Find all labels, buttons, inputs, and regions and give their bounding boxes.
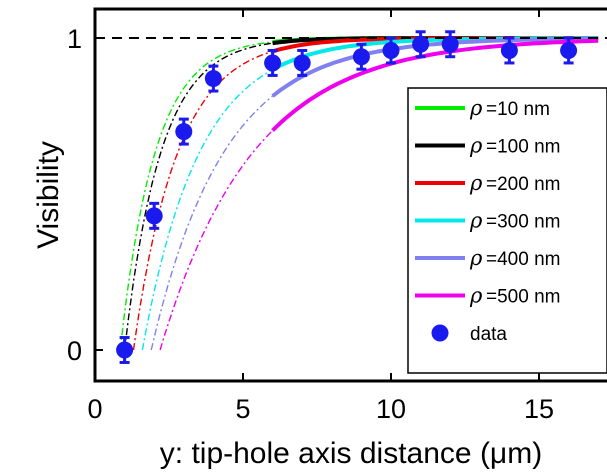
series-dashed-line-3 bbox=[141, 69, 273, 351]
legend-rho-symbol: ρ bbox=[469, 209, 483, 233]
legend-label: =200 nm bbox=[486, 174, 560, 195]
data-point-7 bbox=[382, 36, 400, 65]
y-tick-label: 0 bbox=[67, 336, 82, 366]
legend-label: =400 nm bbox=[486, 249, 560, 270]
y-axis-label: Visibility bbox=[32, 141, 65, 249]
series-dashed-line-5 bbox=[159, 130, 274, 351]
x-axis-label: y: tip-hole axis distance (μm) bbox=[160, 437, 542, 470]
legend-label: =100 nm bbox=[486, 137, 560, 158]
data-point-10 bbox=[500, 36, 518, 65]
x-tick-label: 0 bbox=[87, 394, 102, 424]
data-point-1 bbox=[145, 201, 163, 230]
legend-entry-5: ρ =500 nm bbox=[415, 284, 560, 308]
legend: ρ =10 nmρ =100 nmρ =200 nmρ =300 nmρ =400 nmρ… bbox=[407, 87, 607, 374]
series-dashed-line-2 bbox=[132, 50, 273, 351]
legend-rho-symbol: ρ bbox=[469, 246, 483, 270]
series-dashed-line-0 bbox=[119, 41, 273, 351]
x-tick-label: 5 bbox=[235, 394, 250, 424]
data-point-6 bbox=[352, 42, 370, 71]
data-point-5 bbox=[293, 48, 311, 77]
series-solid-line-4 bbox=[271, 36, 599, 98]
legend-rho-symbol: ρ bbox=[469, 96, 483, 120]
legend-label: =500 nm bbox=[486, 287, 560, 308]
series-dashed-line-1 bbox=[123, 42, 273, 351]
series-solid-line-5 bbox=[271, 38, 599, 132]
legend-rho-symbol: ρ bbox=[469, 171, 483, 195]
data-point-0 bbox=[116, 336, 134, 364]
data-point-4 bbox=[264, 48, 282, 77]
legend-label: =300 nm bbox=[486, 212, 560, 233]
legend-entry-1: ρ =100 nm bbox=[415, 134, 560, 158]
legend-label: data bbox=[470, 324, 507, 345]
series-dashed-line-4 bbox=[150, 95, 274, 351]
legend-entry-2: ρ =200 nm bbox=[415, 171, 560, 195]
data-point-3 bbox=[204, 64, 222, 93]
legend-entry-data: data bbox=[431, 324, 507, 345]
legend-entry-4: ρ =400 nm bbox=[415, 246, 560, 270]
x-tick-label: 10 bbox=[376, 394, 406, 424]
legend-rho-symbol: ρ bbox=[469, 134, 483, 158]
legend-label: =10 nm bbox=[486, 99, 550, 120]
legend-entry-0: ρ =10 nm bbox=[415, 96, 550, 120]
y-tick-label: 1 bbox=[67, 24, 82, 54]
legend-entry-3: ρ =300 nm bbox=[415, 209, 560, 233]
data-point-2 bbox=[175, 117, 193, 146]
data-point-11 bbox=[560, 36, 578, 65]
legend-rho-symbol: ρ bbox=[469, 284, 483, 308]
data-point-8 bbox=[412, 30, 430, 59]
x-tick-label: 15 bbox=[524, 394, 554, 424]
data-point-9 bbox=[441, 30, 459, 59]
